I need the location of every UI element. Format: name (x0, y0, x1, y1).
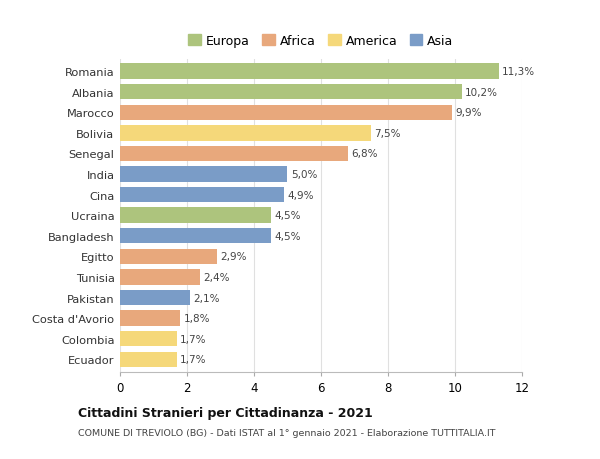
Text: 4,5%: 4,5% (274, 211, 301, 221)
Bar (120, 208, 271, 224)
Bar (120, 269, 200, 285)
Text: 5,0%: 5,0% (291, 170, 317, 179)
Bar (120, 352, 177, 367)
Bar (120, 167, 287, 182)
Legend: Europa, Africa, America, Asia: Europa, Africa, America, Asia (188, 35, 454, 48)
Text: 4,9%: 4,9% (287, 190, 314, 200)
Bar (120, 331, 177, 347)
Bar (120, 187, 284, 203)
Text: 9,9%: 9,9% (455, 108, 481, 118)
Text: 2,4%: 2,4% (204, 272, 230, 282)
Text: Cittadini Stranieri per Cittadinanza - 2021: Cittadini Stranieri per Cittadinanza - 2… (78, 406, 373, 419)
Text: 4,5%: 4,5% (274, 231, 301, 241)
Bar (120, 64, 499, 80)
Text: COMUNE DI TREVIOLO (BG) - Dati ISTAT al 1° gennaio 2021 - Elaborazione TUTTITALI: COMUNE DI TREVIOLO (BG) - Dati ISTAT al … (78, 428, 496, 437)
Text: 2,1%: 2,1% (194, 293, 220, 303)
Bar (120, 249, 217, 264)
Text: 7,5%: 7,5% (374, 129, 401, 139)
Text: 1,7%: 1,7% (180, 334, 207, 344)
Text: 1,7%: 1,7% (180, 354, 207, 364)
Bar (120, 106, 452, 121)
Bar (120, 311, 180, 326)
Bar (120, 126, 371, 141)
Bar (120, 146, 348, 162)
Bar (120, 290, 190, 306)
Text: 2,9%: 2,9% (220, 252, 247, 262)
Bar (120, 229, 271, 244)
Text: 10,2%: 10,2% (465, 88, 498, 97)
Text: 11,3%: 11,3% (502, 67, 535, 77)
Bar (120, 85, 461, 100)
Text: 6,8%: 6,8% (351, 149, 377, 159)
Text: 1,8%: 1,8% (184, 313, 210, 324)
